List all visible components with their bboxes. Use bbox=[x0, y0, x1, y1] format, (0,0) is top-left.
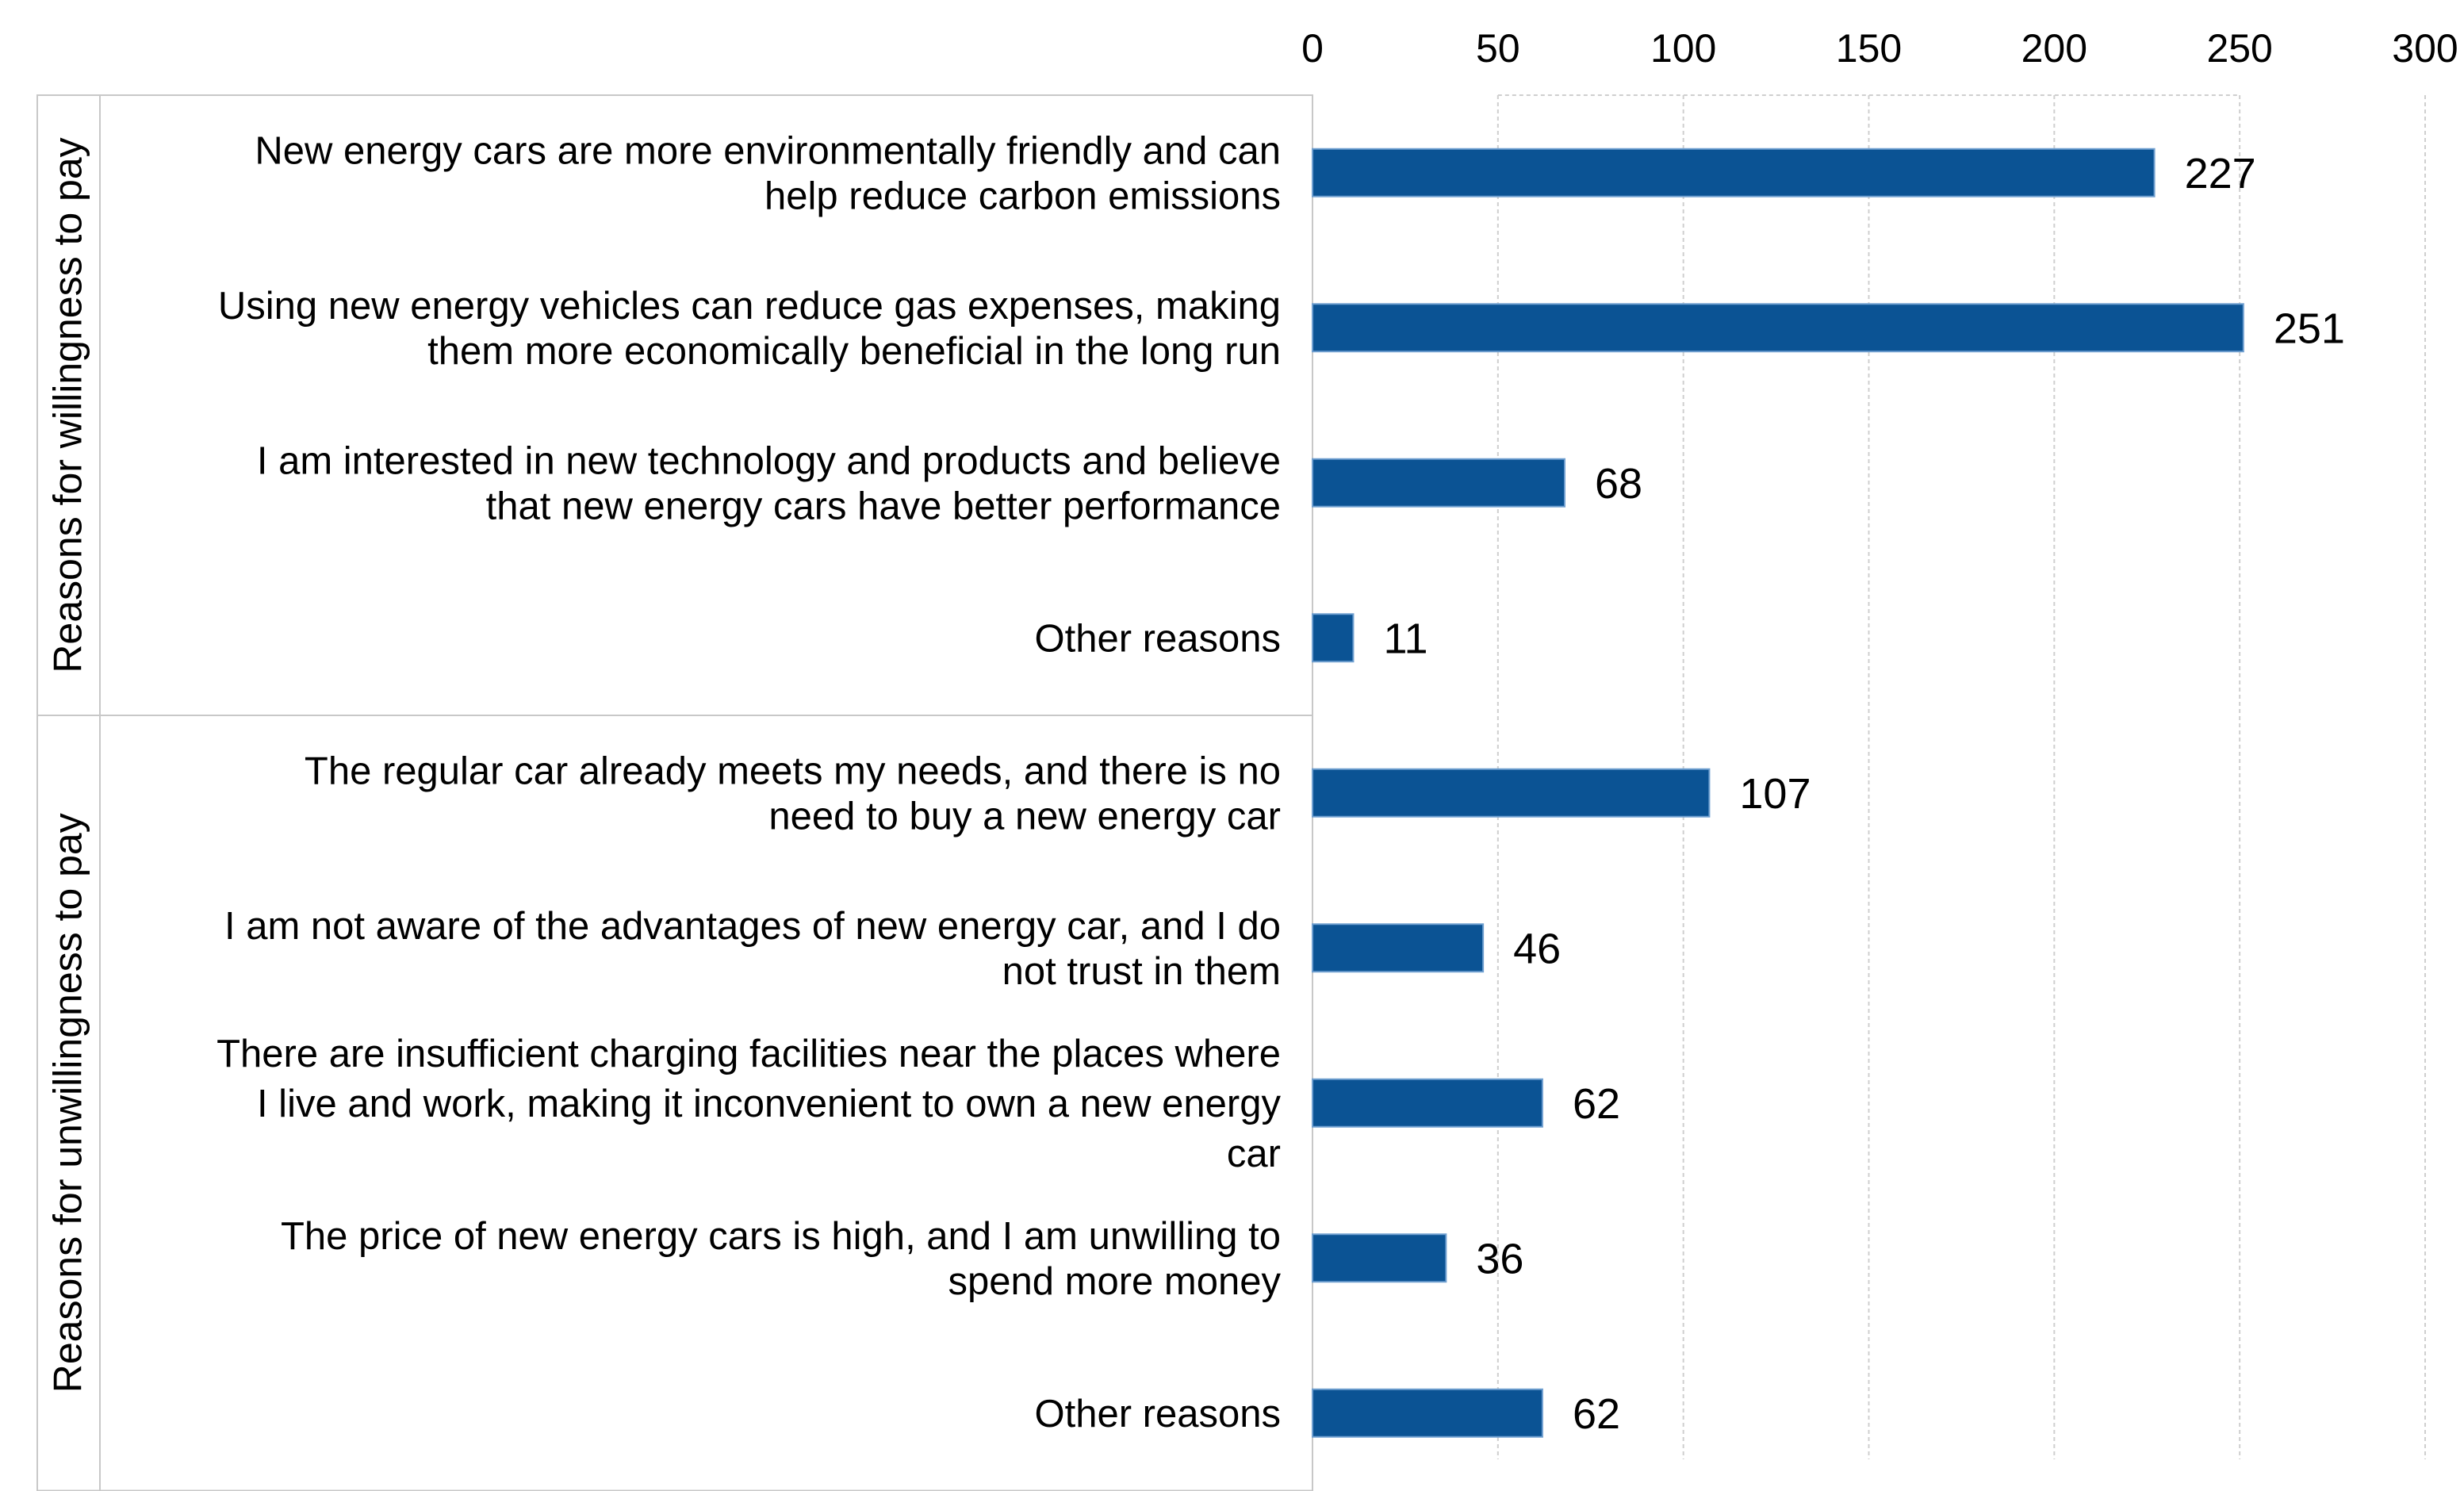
bar bbox=[1312, 923, 1485, 973]
data-label: 62 bbox=[1573, 1080, 1620, 1128]
category-label: I am not aware of the advantages of new … bbox=[224, 905, 1281, 948]
category-label: There are insufficient charging faciliti… bbox=[217, 1033, 1281, 1075]
data-label: 11 bbox=[1383, 615, 1427, 662]
bar bbox=[1312, 1388, 1543, 1438]
category-label: that new energy cars have better perform… bbox=[486, 485, 1281, 527]
x-tick-label: 50 bbox=[1476, 26, 1520, 71]
bar bbox=[1312, 1233, 1447, 1283]
x-tick-label: 300 bbox=[2392, 26, 2458, 71]
bar bbox=[1312, 303, 2244, 353]
bar bbox=[1312, 1078, 1543, 1128]
category-label: I am interested in new technology and pr… bbox=[257, 439, 1281, 482]
data-label: 46 bbox=[1513, 925, 1561, 972]
value-labels: 227 251 68 11 107 46 62 36 62 bbox=[1383, 150, 2345, 1438]
bar bbox=[1312, 768, 1711, 818]
data-label: 68 bbox=[1595, 460, 1642, 508]
group-label: Reasons for unwillingness to pay bbox=[46, 813, 90, 1393]
x-tick-label: 150 bbox=[1836, 26, 1902, 71]
category-label: them more economically beneficial in the… bbox=[427, 330, 1281, 373]
bar bbox=[1312, 613, 1355, 663]
x-tick-label: 0 bbox=[1301, 26, 1324, 71]
x-axis-ticks: 0 50 100 150 200 250 300 bbox=[1301, 26, 2458, 71]
category-label: spend more money bbox=[948, 1260, 1282, 1303]
data-label: 36 bbox=[1476, 1235, 1523, 1282]
category-label: New energy cars are more environmentally… bbox=[255, 129, 1281, 172]
category-label: Using new energy vehicles can reduce gas… bbox=[218, 285, 1281, 328]
x-tick-label: 100 bbox=[1650, 26, 1716, 71]
bars bbox=[1312, 148, 2244, 1438]
category-label: Other reasons bbox=[1035, 617, 1282, 660]
category-label: Other reasons bbox=[1035, 1393, 1282, 1435]
category-labels: New energy cars are more environmentally… bbox=[217, 129, 1281, 1435]
x-tick-label: 200 bbox=[2021, 26, 2087, 71]
category-label: I live and work, making it inconvenient … bbox=[257, 1083, 1282, 1125]
category-label: The price of new energy cars is high, an… bbox=[281, 1215, 1281, 1258]
group-label: Reasons for willingness to pay bbox=[46, 137, 90, 673]
data-label: 107 bbox=[1739, 770, 1811, 818]
category-label: help reduce carbon emissions bbox=[764, 174, 1281, 217]
data-label: 62 bbox=[1573, 1390, 1620, 1438]
data-label: 251 bbox=[2274, 305, 2345, 352]
category-label: car bbox=[1227, 1133, 1281, 1175]
category-label: not trust in them bbox=[1002, 950, 1281, 993]
x-tick-label: 250 bbox=[2206, 26, 2272, 71]
data-label: 227 bbox=[2185, 150, 2256, 197]
category-label: need to buy a new energy car bbox=[768, 795, 1281, 837]
bar bbox=[1312, 458, 1566, 508]
bar bbox=[1312, 148, 2156, 197]
category-label: The regular car already meets my needs, … bbox=[305, 749, 1281, 792]
group-labels: Reasons for willingness to pay Reasons fo… bbox=[46, 137, 90, 1393]
